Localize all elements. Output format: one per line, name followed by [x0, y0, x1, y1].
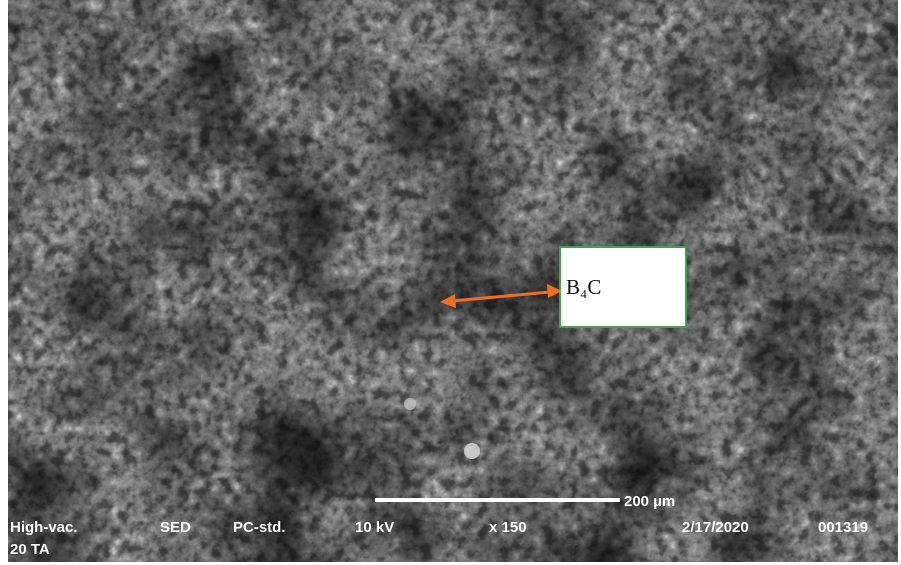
info-text: SED — [160, 519, 191, 536]
info-text: 20 TA — [10, 541, 50, 558]
particle — [404, 398, 416, 410]
shadow — [8, 0, 898, 562]
info-text: 10 kV — [355, 519, 394, 536]
label: B₄C — [566, 275, 601, 299]
info-text: x 150 — [489, 519, 527, 536]
info-text: High-vac. — [10, 519, 78, 536]
info-text: 2/17/2020 — [682, 519, 749, 536]
info-text: 001319 — [818, 519, 868, 536]
scale-label: 200 µm — [624, 493, 675, 510]
particle — [464, 443, 480, 459]
sem-image: B₄C 200 µm High-vac. SED PC-std. 10 kV x 150… — [0, 0, 901, 565]
info-text: PC-std. — [233, 519, 286, 536]
